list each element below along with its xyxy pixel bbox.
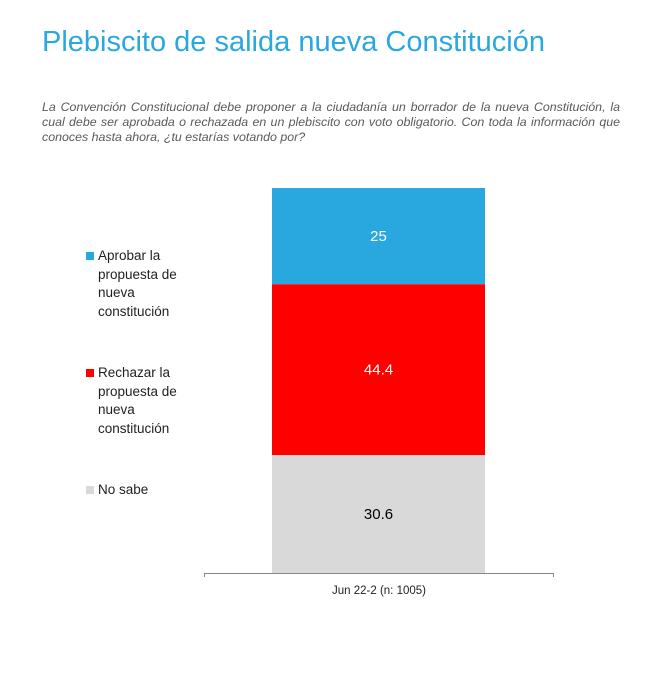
legend-label: No sabe [98, 482, 149, 497]
data-label: 44.4 [364, 362, 393, 379]
page-title: Plebiscito de salida nueva Constitución [42, 26, 545, 58]
x-tick-label: Jun 22-2 (n: 1005) [332, 585, 426, 597]
legend-label: Rechazar la propuesta de nueva constituc… [98, 365, 177, 436]
legend-item-rechazar: Rechazar la propuesta de nueva constituc… [86, 364, 196, 438]
data-label: 30.6 [364, 506, 393, 523]
bar-segment [272, 455, 485, 573]
legend-swatch [86, 486, 94, 494]
legend-swatch [86, 369, 94, 377]
bar-segment [272, 284, 485, 456]
legend-label: Aprobar la propuesta de nueva constituci… [98, 248, 177, 319]
question-text: La Convención Constitucional debe propon… [42, 100, 620, 144]
legend-item-aprobar: Aprobar la propuesta de nueva constituci… [86, 247, 196, 321]
legend-item-no-sabe: No sabe [86, 481, 196, 500]
data-label: 25 [370, 228, 387, 245]
bar-segment [272, 188, 485, 285]
legend-swatch [86, 252, 94, 260]
